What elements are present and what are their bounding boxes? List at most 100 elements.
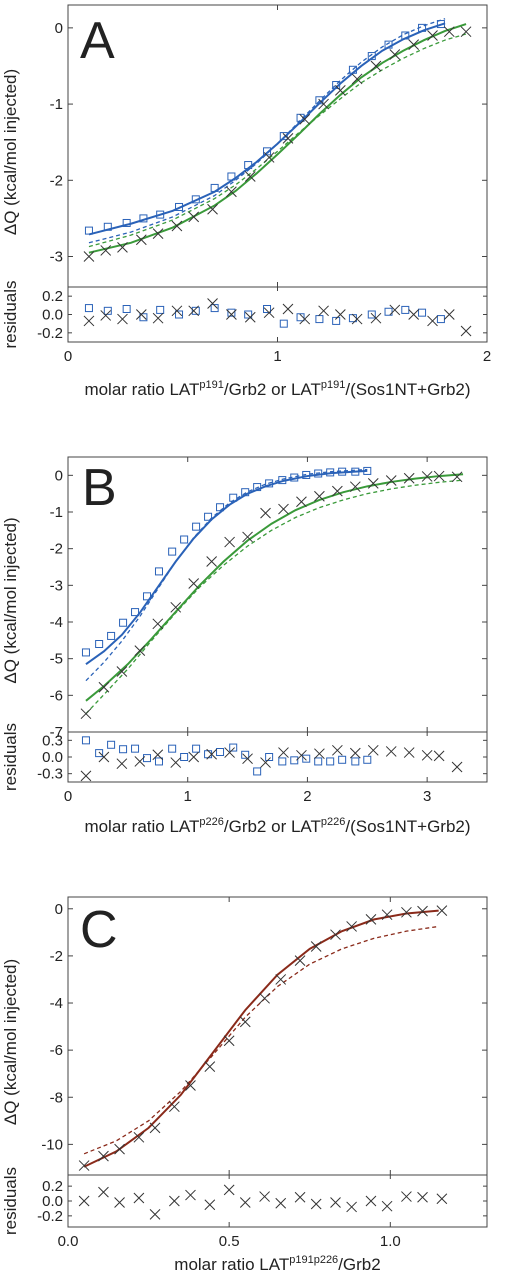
x-axis-label-part: /Grb2 or LAT bbox=[224, 817, 321, 836]
residual-point bbox=[334, 309, 346, 320]
data-point bbox=[119, 618, 128, 627]
data-point bbox=[114, 1143, 125, 1155]
data-point bbox=[436, 905, 448, 917]
y-tick-label: -2 bbox=[50, 172, 63, 189]
data-point bbox=[351, 73, 363, 85]
residual-point bbox=[229, 743, 238, 752]
residual-point bbox=[403, 747, 415, 758]
data-point bbox=[443, 26, 455, 38]
x-axis-label-part: molar ratio LAT bbox=[84, 817, 199, 836]
residual-point bbox=[451, 761, 463, 773]
x-tick-label: 0.5 bbox=[219, 1233, 240, 1250]
y-tick-label: 0 bbox=[55, 467, 63, 484]
x-axis-label-part: molar ratio LAT bbox=[84, 380, 199, 399]
data-point bbox=[152, 618, 164, 630]
residual-point bbox=[365, 1195, 377, 1207]
residual-point bbox=[326, 757, 335, 766]
data-point bbox=[78, 1160, 90, 1171]
y-axis-label: ΔQ (kcal/mol injected) bbox=[1, 959, 20, 1125]
data-point bbox=[171, 220, 183, 232]
residual-point bbox=[242, 753, 253, 765]
data-point bbox=[180, 535, 189, 544]
data-point bbox=[207, 203, 218, 215]
residual-point bbox=[299, 313, 311, 325]
data-point bbox=[417, 905, 428, 917]
data-point bbox=[384, 40, 393, 49]
residual-point bbox=[84, 304, 93, 313]
data-point bbox=[367, 478, 379, 489]
residual-point bbox=[204, 750, 213, 759]
data-point bbox=[348, 65, 357, 74]
data-point bbox=[188, 578, 200, 589]
residual-point bbox=[192, 744, 201, 753]
alternate-fit-curve bbox=[85, 468, 368, 682]
y-tick-label: -1 bbox=[50, 96, 63, 113]
residual-point bbox=[224, 747, 235, 758]
x-tick-label: 0 bbox=[64, 348, 72, 365]
data-point bbox=[403, 472, 415, 484]
data-point bbox=[365, 914, 377, 925]
residual-point bbox=[191, 306, 200, 315]
data-point bbox=[170, 601, 182, 613]
data-point bbox=[107, 631, 116, 640]
data-point bbox=[84, 226, 93, 235]
data-point bbox=[122, 218, 131, 227]
y-tick-label: -4 bbox=[50, 614, 63, 631]
data-point bbox=[223, 1035, 235, 1047]
residual-point bbox=[436, 315, 445, 324]
data-point bbox=[241, 488, 250, 497]
data-point bbox=[139, 214, 148, 223]
data-point bbox=[349, 481, 361, 493]
data-point bbox=[310, 941, 322, 952]
data-point bbox=[314, 469, 323, 478]
data-point bbox=[278, 476, 287, 485]
data-point bbox=[263, 152, 275, 163]
y-axis-label: ΔQ (kcal/mol injected) bbox=[1, 517, 20, 683]
residual-point bbox=[244, 310, 253, 319]
data-point bbox=[239, 1016, 251, 1028]
residual-point bbox=[349, 747, 361, 759]
data-point bbox=[98, 1150, 109, 1162]
data-point bbox=[370, 60, 382, 72]
data-point bbox=[134, 645, 146, 656]
x-tick-label: 1.0 bbox=[380, 1233, 401, 1250]
panel-label: B bbox=[82, 459, 117, 517]
y-tick-label: -2 bbox=[50, 541, 63, 558]
residual-point bbox=[294, 1191, 306, 1203]
x-axis-label-superscript: p191 bbox=[321, 379, 345, 391]
residual-point bbox=[332, 744, 343, 756]
y-tick-label: -6 bbox=[50, 1042, 63, 1059]
data-point bbox=[192, 522, 201, 531]
data-point bbox=[294, 955, 306, 966]
y-tick-label: -5 bbox=[50, 651, 63, 668]
residual-plot-frame bbox=[67, 1174, 488, 1228]
data-point bbox=[460, 26, 472, 38]
x-axis-label-part: molar ratio LAT bbox=[174, 1255, 289, 1274]
residual-point bbox=[318, 305, 329, 317]
y-tick-label: -8 bbox=[50, 1089, 63, 1106]
residual-plot-frame bbox=[67, 731, 488, 783]
data-point bbox=[296, 496, 307, 508]
residual-point bbox=[227, 308, 236, 317]
data-point bbox=[227, 172, 236, 181]
residual-point bbox=[314, 757, 323, 766]
residual-point bbox=[260, 757, 271, 768]
residual-point bbox=[279, 319, 288, 328]
residual-point bbox=[367, 310, 376, 319]
residual-point bbox=[154, 757, 163, 766]
residual-point bbox=[143, 754, 152, 763]
residual-point bbox=[114, 1197, 125, 1208]
data-point bbox=[363, 466, 372, 475]
residual-point bbox=[152, 312, 164, 324]
residual-point bbox=[401, 305, 410, 314]
residual-tick-label: 0.0 bbox=[42, 307, 63, 324]
residual-point bbox=[116, 758, 128, 770]
residual-point bbox=[346, 1201, 357, 1213]
data-point bbox=[282, 133, 294, 144]
data-point bbox=[210, 183, 219, 192]
data-point bbox=[334, 85, 346, 96]
data-point bbox=[385, 475, 397, 486]
residual-point bbox=[408, 309, 420, 320]
residual-point bbox=[204, 1199, 216, 1211]
data-point bbox=[229, 493, 238, 502]
